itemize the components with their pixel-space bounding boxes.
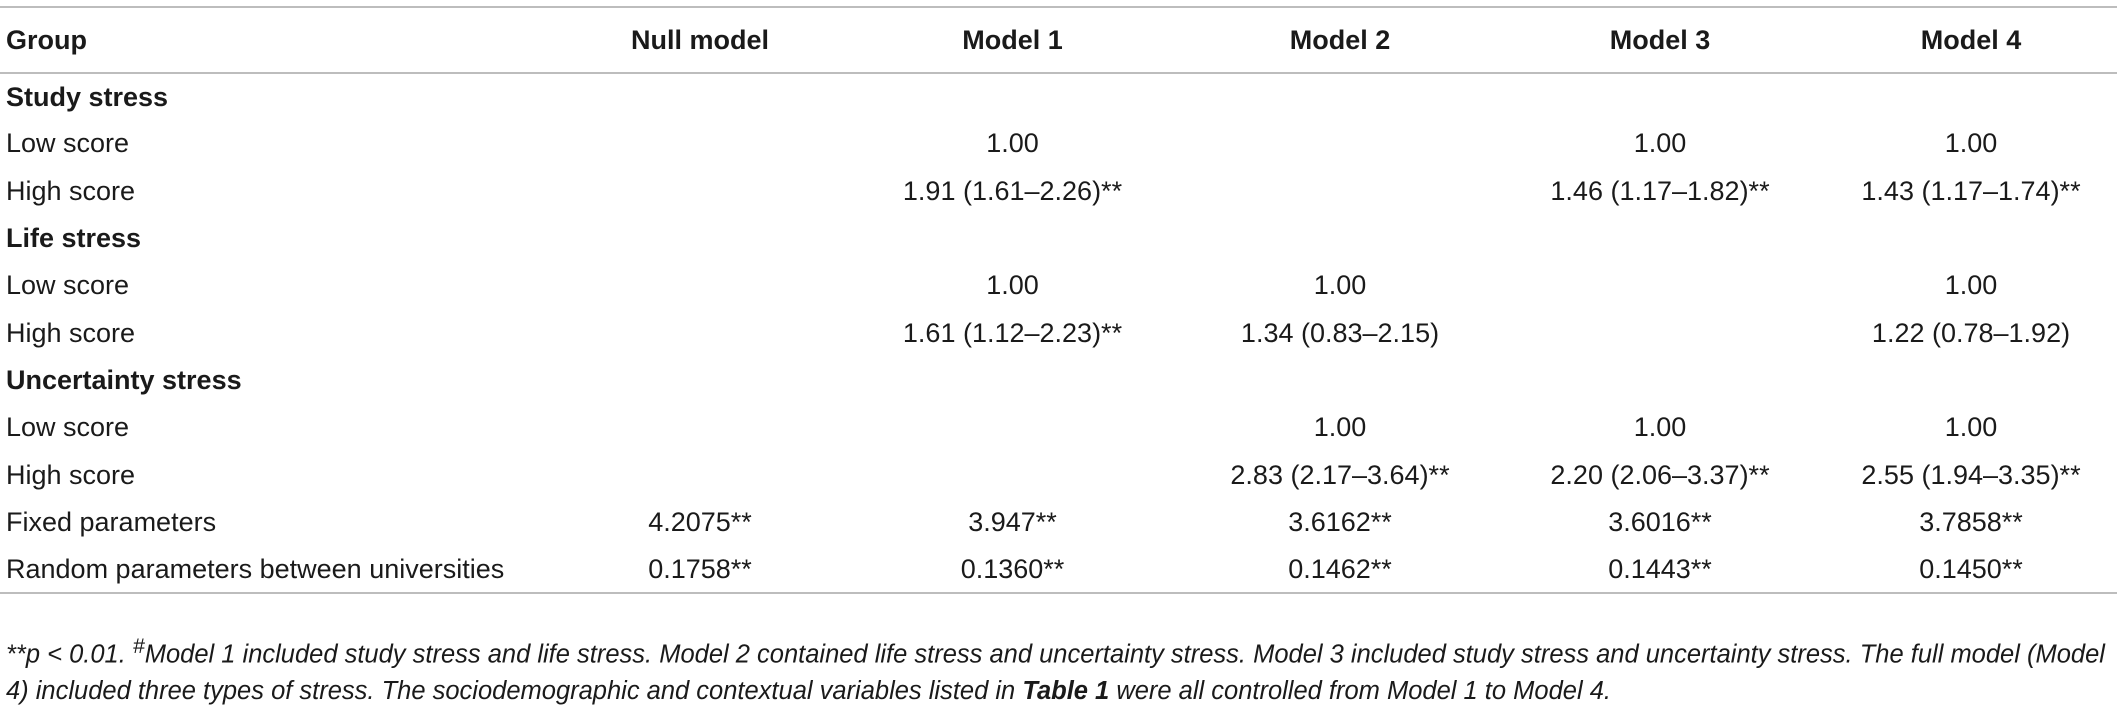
column-header-group: Group	[0, 6, 560, 74]
table-cell: 0.1360**	[840, 545, 1185, 595]
column-header-null-model: Null model	[560, 6, 840, 74]
table-footnote: **p < 0.01. #Model 1 included study stre…	[6, 628, 2111, 709]
table-cell	[1185, 215, 1495, 262]
row-label: High score	[6, 459, 136, 490]
table-cell: 1.00	[1313, 412, 1367, 443]
results-table: Group Null model Model 1 Model 2 Model 3…	[0, 6, 2117, 595]
table-cell	[840, 357, 1185, 404]
table-cell	[1825, 357, 2117, 404]
table-cell: 3.947**	[968, 506, 1057, 537]
table-cell: 1.61 (1.12–2.23)**	[902, 317, 1123, 348]
table-cell	[1495, 262, 1825, 309]
footnote-table-reference: Table 1	[1022, 676, 1110, 705]
table-cell: 1.46 (1.17–1.82)**	[1550, 175, 1770, 206]
table-cell	[560, 404, 840, 451]
table-cell: 0.1462**	[1185, 545, 1495, 595]
table-cell	[1185, 168, 1495, 215]
table-cell	[1825, 215, 2117, 262]
table-cell	[1185, 357, 1495, 404]
table-row: Low score 1.00 1.00 1.00	[0, 404, 2117, 451]
table-row: Fixed parameters 4.2075** 3.947** 3.6162** 3…	[0, 499, 2117, 546]
table-header-row: Group Null model Model 1 Model 2 Model 3…	[0, 6, 2117, 74]
table-cell: 1.00	[1633, 412, 1687, 443]
table-cell	[840, 404, 1185, 451]
table-cell	[840, 451, 1185, 498]
table-cell	[560, 262, 840, 309]
table-cell	[560, 357, 840, 404]
section-label: Study stress	[6, 81, 169, 112]
table-cell: 0.1443**	[1495, 545, 1825, 595]
column-header-model-1: Model 1	[840, 6, 1185, 74]
table-cell: 3.6162**	[1288, 506, 1392, 537]
table-cell: 1.00	[1944, 270, 1998, 301]
table-cell: 2.55 (1.94–3.35)**	[1861, 459, 2081, 490]
table-cell	[560, 451, 840, 498]
row-label: Low score	[6, 270, 130, 301]
table-row: Random parameters between universities 0.…	[0, 545, 2117, 595]
footnote-text: Model 1 included study stress and life s…	[6, 640, 2105, 705]
table-cell: 4.2075**	[648, 506, 752, 537]
table-cell	[1495, 309, 1825, 356]
section-row: Study stress	[0, 73, 2117, 120]
section-row: Uncertainty stress	[0, 357, 2117, 404]
table-cell: 1.34 (0.83–2.15)	[1240, 317, 1440, 348]
row-label: Random parameters between universities	[0, 545, 560, 595]
table-cell	[560, 73, 840, 120]
table-cell	[1495, 73, 1825, 120]
table-cell	[1825, 73, 2117, 120]
section-label: Uncertainty stress	[6, 364, 242, 395]
table-cell: 2.20 (2.06–3.37)**	[1550, 459, 1770, 490]
column-header-model-3: Model 3	[1495, 6, 1825, 74]
row-label: Low score	[6, 128, 130, 159]
table-cell: 3.6016**	[1608, 506, 1712, 537]
table-cell	[560, 120, 840, 167]
table-cell	[1185, 120, 1495, 167]
table-row: High score 2.83 (2.17–3.64)** 2.20 (2.06–3…	[0, 451, 2117, 498]
table-cell: 1.00	[986, 270, 1039, 301]
table-cell	[1495, 357, 1825, 404]
table-cell: 1.43 (1.17–1.74)**	[1861, 175, 2081, 206]
footnote-text-end: were all controlled from Model 1 to Mode…	[1109, 676, 1611, 705]
table-cell: 1.00	[1313, 270, 1367, 301]
table-cell: 0.1758**	[560, 545, 840, 595]
row-label: High score	[6, 317, 136, 348]
table-cell	[1495, 215, 1825, 262]
table-row: High score 1.61 (1.12–2.23)** 1.34 (0.83–2…	[0, 309, 2117, 356]
table-cell: 3.7858**	[1919, 506, 2023, 537]
table-cell	[560, 215, 840, 262]
row-label: Fixed parameters	[6, 506, 217, 537]
table-row: Low score 1.00 1.00 1.00	[0, 262, 2117, 309]
table-cell	[560, 168, 840, 215]
table-cell: 0.1450**	[1825, 545, 2117, 595]
footnote-marker: #	[132, 634, 145, 658]
table-cell: 1.00	[1633, 128, 1687, 159]
table-row: Low score 1.00 1.00 1.00	[0, 120, 2117, 167]
table-cell: 1.91 (1.61–2.26)**	[902, 175, 1123, 206]
section-label: Life stress	[6, 223, 142, 254]
column-header-model-4: Model 4	[1825, 6, 2117, 74]
table-cell: 1.22 (0.78–1.92)	[1871, 317, 2071, 348]
row-label: Low score	[6, 412, 130, 443]
table-cell	[1185, 73, 1495, 120]
section-row: Life stress	[0, 215, 2117, 262]
table-cell	[560, 309, 840, 356]
table-cell	[840, 215, 1185, 262]
row-label: High score	[6, 175, 136, 206]
footnote-pvalue: **p < 0.01.	[6, 640, 133, 669]
table-cell: 1.00	[986, 128, 1039, 159]
table-cell: 2.83 (2.17–3.64)**	[1230, 459, 1450, 490]
table-cell: 1.00	[1944, 412, 1998, 443]
column-header-model-2: Model 2	[1185, 6, 1495, 74]
table-cell	[840, 73, 1185, 120]
table-row: High score 1.91 (1.61–2.26)** 1.46 (1.17–1…	[0, 168, 2117, 215]
table-cell: 1.00	[1944, 128, 1998, 159]
table-body: Study stress Low score 1.00 1.00 1.00 High sc…	[0, 73, 2117, 595]
